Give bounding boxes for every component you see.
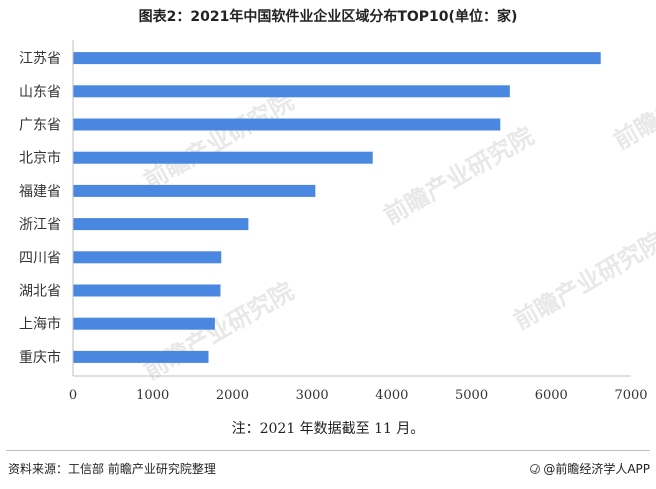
x-tick-label: 1000	[136, 388, 169, 403]
category-label: 浙江省	[19, 217, 61, 233]
brand-text: @前瞻经济学人APP	[543, 462, 650, 476]
category-label: 四川省	[19, 250, 61, 266]
x-tick-label: 6000	[535, 388, 568, 403]
category-label: 山东省	[19, 84, 61, 100]
bar	[73, 85, 510, 98]
bar	[73, 350, 209, 363]
watermark-text: 前瞻产业研究院	[379, 122, 538, 230]
bar	[73, 284, 221, 297]
watermark-text: 前瞻产业研究院	[139, 87, 298, 195]
footer-divider	[6, 450, 650, 451]
x-tick-label: 7000	[614, 388, 647, 403]
watermark-text: 前瞻产业研究院	[609, 47, 656, 155]
x-tick-label: 3000	[296, 388, 329, 403]
bar	[73, 118, 501, 131]
x-tick-label: 0	[69, 388, 77, 403]
category-label: 上海市	[19, 316, 61, 333]
bars-group	[73, 52, 601, 363]
chart-title: 图表2：2021年中国软件业企业区域分布TOP10(单位：家)	[138, 9, 518, 25]
bar	[73, 251, 222, 264]
x-tick-label: 5000	[455, 388, 488, 403]
bar	[73, 218, 249, 231]
category-label: 福建省	[19, 184, 61, 200]
x-axis: 0 1000 2000 3000 4000 5000 6000 7000	[69, 40, 648, 403]
brand-logo-icon	[530, 463, 541, 474]
source-text: 资料来源：工信部 前瞻产业研究院整理	[8, 462, 216, 476]
category-label: 广东省	[19, 118, 61, 134]
category-label: 湖北省	[19, 284, 61, 300]
brand-badge: @前瞻经济学人APP	[530, 460, 650, 477]
category-label: 重庆市	[19, 349, 61, 366]
bar	[73, 52, 601, 65]
x-tick-label: 4000	[375, 388, 408, 403]
x-tick-label: 2000	[216, 388, 249, 403]
bar	[73, 317, 215, 330]
category-label: 北京市	[19, 150, 61, 167]
bar	[73, 184, 316, 197]
watermark-text: 前瞻产业研究院	[509, 227, 656, 335]
category-label: 江苏省	[19, 51, 61, 67]
chart-note: 注：2021 年数据截至 11 月。	[231, 421, 425, 437]
bar	[73, 151, 373, 164]
